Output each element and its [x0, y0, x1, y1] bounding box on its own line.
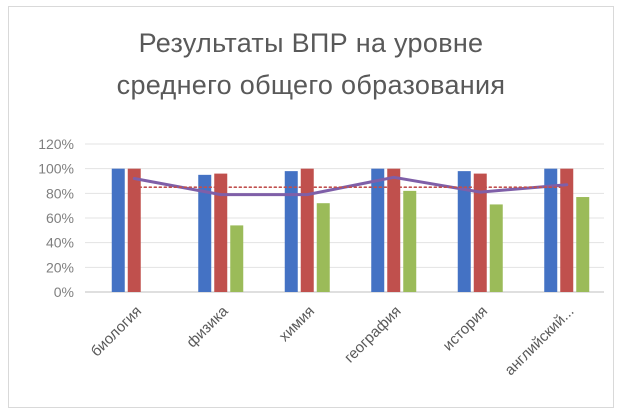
chart-title-line-1: Результаты ВПР на уровне [138, 28, 484, 58]
bar [300, 168, 314, 292]
bar [489, 204, 503, 292]
bar [560, 168, 574, 292]
bar [198, 174, 212, 292]
trend-lines [132, 175, 569, 197]
bar [457, 171, 471, 292]
x-category-label: биология [88, 303, 145, 360]
bar [111, 168, 125, 292]
y-tick-label: 60% [46, 210, 74, 226]
bar [316, 203, 330, 292]
y-tick-label: 20% [46, 259, 74, 275]
bar [214, 173, 228, 292]
y-tick-label: 120% [38, 136, 74, 152]
chart-title-line-2: среднего общего образования [116, 70, 506, 100]
x-category-label: физика [183, 302, 232, 351]
x-category-label: химия [276, 303, 318, 345]
bars [111, 168, 590, 292]
y-tick-label: 100% [38, 161, 74, 177]
bar [387, 168, 401, 292]
x-category-label: география [341, 303, 405, 367]
gridlines [85, 143, 604, 293]
bar [127, 168, 141, 292]
chart-title: Результаты ВПР на уровне среднего общего… [0, 22, 622, 106]
bar [473, 173, 487, 292]
bar [284, 171, 298, 292]
bar [371, 168, 385, 292]
y-tick-label: 40% [46, 235, 74, 251]
y-tick-label: 80% [46, 185, 74, 201]
x-category-label: история [440, 303, 491, 354]
line-series [132, 175, 569, 197]
bar [403, 190, 417, 292]
y-tick-label: 0% [54, 284, 74, 300]
x-axis-labels: биология физика химия география история англи… [88, 302, 578, 379]
y-axis-ticks: 0% 20% 40% 60% 80% 100% 120% [38, 136, 74, 300]
bar [230, 225, 244, 292]
bar [576, 197, 590, 292]
x-category-label: английский... [501, 303, 577, 379]
bar [544, 168, 558, 292]
